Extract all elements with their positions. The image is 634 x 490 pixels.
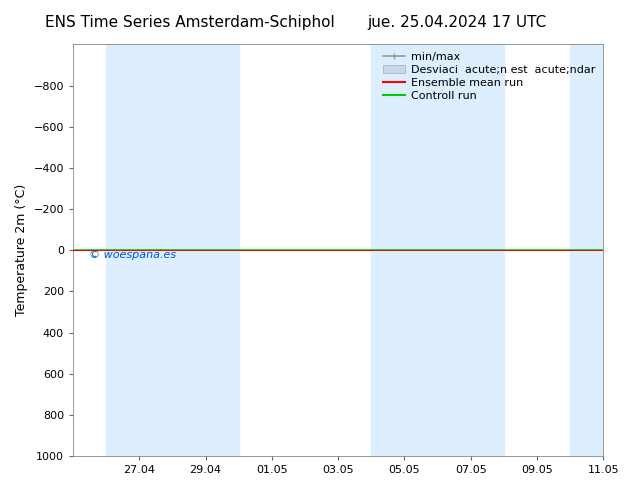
Text: © woespana.es: © woespana.es — [89, 250, 176, 260]
Text: jue. 25.04.2024 17 UTC: jue. 25.04.2024 17 UTC — [367, 15, 546, 30]
Legend: min/max, Desviaci  acute;n est  acute;ndar, Ensemble mean run, Controll run: min/max, Desviaci acute;n est acute;ndar… — [378, 48, 600, 105]
Bar — [570, 45, 634, 456]
Bar — [107, 45, 172, 456]
Y-axis label: Temperature 2m (°C): Temperature 2m (°C) — [15, 184, 28, 317]
Text: ENS Time Series Amsterdam-Schiphol: ENS Time Series Amsterdam-Schiphol — [45, 15, 335, 30]
Bar — [172, 45, 239, 456]
Bar — [437, 45, 504, 456]
Bar — [372, 45, 437, 456]
